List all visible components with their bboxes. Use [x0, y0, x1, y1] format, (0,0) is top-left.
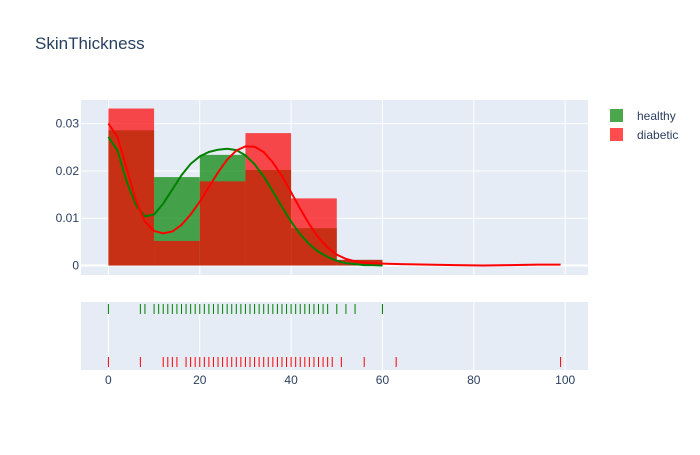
legend-label-healthy: healthy	[637, 108, 676, 123]
x-tick-label: 100	[555, 373, 575, 387]
hist-bar-diabetic	[154, 240, 200, 266]
chart-title: SkinThickness	[35, 34, 145, 53]
legend[interactable]: healthy diabetic	[610, 106, 678, 144]
legend-swatch-diabetic	[610, 128, 623, 141]
y-tick-label: 0	[72, 259, 79, 273]
y-tick-label: 0.03	[56, 117, 80, 131]
legend-swatch-healthy	[610, 109, 623, 122]
x-tick-label: 40	[284, 373, 298, 387]
y-tick-label: 0.01	[56, 211, 80, 225]
hist-bar-diabetic	[245, 133, 292, 266]
rug-plot-background	[81, 302, 588, 370]
x-tick-label: 20	[193, 373, 207, 387]
x-tick-label: 80	[467, 373, 481, 387]
legend-item-diabetic[interactable]: diabetic	[610, 125, 678, 144]
y-tick-label: 0.02	[56, 164, 80, 178]
legend-item-healthy[interactable]: healthy	[610, 106, 678, 125]
x-tick-label: 0	[105, 373, 112, 387]
x-tick-label: 60	[376, 373, 390, 387]
kde-curve-diabetic	[107, 123, 561, 267]
hist-bar-diabetic	[199, 181, 246, 266]
kde-curve-healthy	[107, 136, 383, 267]
legend-label-diabetic: diabetic	[637, 127, 679, 142]
